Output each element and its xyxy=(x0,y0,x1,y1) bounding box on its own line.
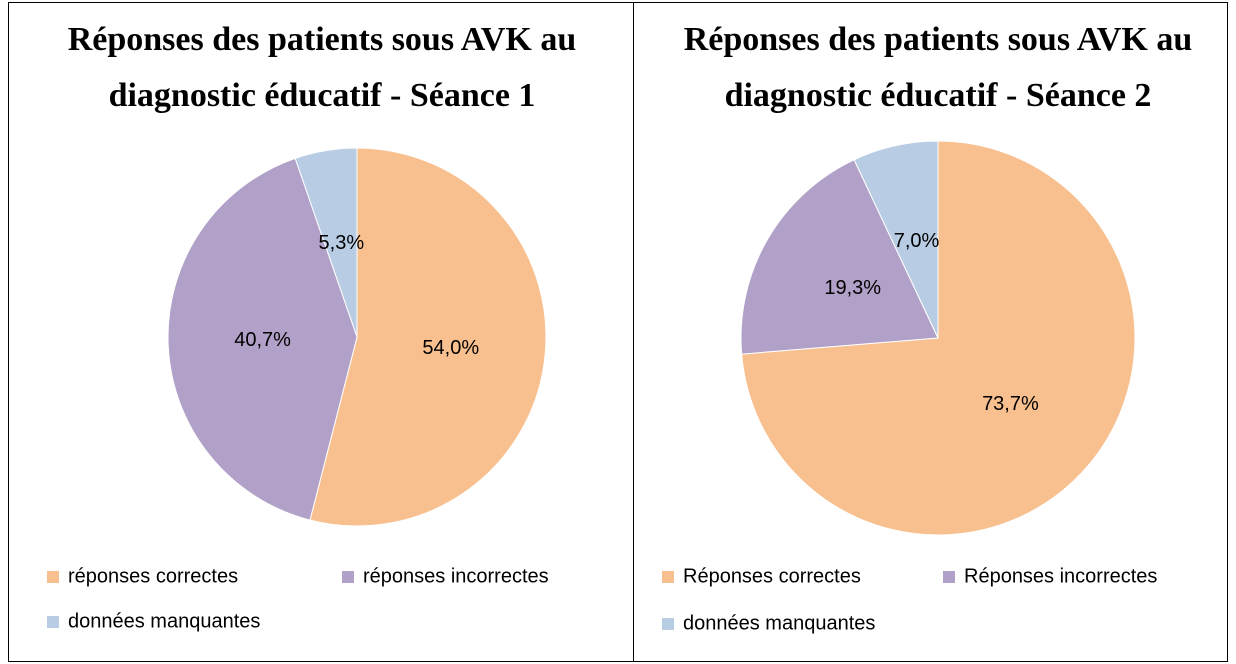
data-label: 19,3% xyxy=(824,277,881,299)
legend-label: Réponses correctes xyxy=(683,565,861,587)
data-label: 54,0% xyxy=(422,337,479,359)
legend-swatch xyxy=(943,571,955,583)
legend-label: réponses correctes xyxy=(68,565,238,587)
legend-label: données manquantes xyxy=(683,612,875,634)
legend-label: Réponses incorrectes xyxy=(964,565,1157,587)
data-label: 5,3% xyxy=(319,232,365,254)
legend-label: données manquantes xyxy=(68,610,260,632)
legend-swatch xyxy=(662,571,674,583)
pie-slice xyxy=(294,147,358,338)
pie-slice xyxy=(740,159,939,355)
frame xyxy=(8,2,1228,662)
pie-slice xyxy=(167,157,358,521)
chart-title: Réponses des patients sous AVK au diagno… xyxy=(67,21,577,114)
divider xyxy=(633,2,634,662)
data-label: 73,7% xyxy=(982,393,1039,415)
legend-label: réponses incorrectes xyxy=(363,565,549,587)
legend-swatch xyxy=(662,618,674,630)
data-label: 7,0% xyxy=(894,230,940,252)
legend-swatch xyxy=(342,571,354,583)
legend-swatch xyxy=(47,616,59,628)
chart-title: Réponses des patients sous AVK au diagno… xyxy=(683,21,1193,114)
data-label: 40,7% xyxy=(234,329,291,351)
legend-swatch xyxy=(47,571,59,583)
pie-slice xyxy=(853,140,939,339)
pie-slice xyxy=(309,147,547,527)
